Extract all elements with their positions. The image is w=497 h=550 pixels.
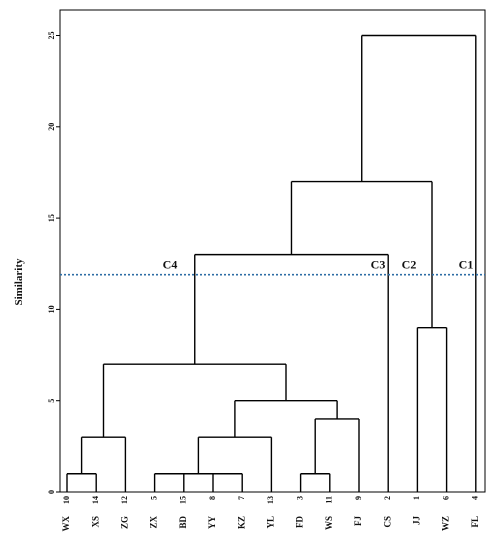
leaf-number: 9 — [354, 496, 363, 500]
leaf-name: JJ — [411, 516, 421, 526]
leaf-name: BD — [178, 516, 188, 529]
leaf-number: 12 — [120, 496, 129, 504]
leaf-number: 4 — [471, 496, 480, 500]
leaf-number: 7 — [237, 496, 246, 500]
leaf-name: KZ — [236, 516, 246, 529]
dendrogram-links — [66, 34, 477, 492]
leaf-number: 10 — [62, 496, 71, 504]
leaf-name: ZG — [119, 516, 129, 529]
leaf-number: 11 — [325, 496, 334, 504]
leaf-name: FL — [470, 516, 480, 528]
y-tick-label: 0 — [47, 490, 56, 494]
y-axis-label: Similarity — [13, 258, 25, 306]
y-tick-label: 20 — [47, 123, 56, 131]
leaf-number: 14 — [91, 496, 100, 504]
cluster-label: C2 — [402, 258, 417, 272]
leaf-number: 5 — [149, 496, 158, 500]
leaf-name: ZX — [149, 516, 159, 529]
leaf-number: 1 — [412, 496, 421, 500]
leaf-name: YL — [265, 516, 275, 529]
leaf-name: WS — [324, 516, 334, 530]
leaf-name: WZ — [441, 516, 451, 531]
y-tick-label: 25 — [47, 32, 56, 40]
cluster-label: C1 — [459, 258, 474, 272]
y-tick-label: 15 — [47, 214, 56, 222]
y-tick-label: 10 — [47, 305, 56, 313]
leaf-number: 15 — [179, 496, 188, 504]
cluster-label: C4 — [163, 258, 178, 272]
leaf-number: 6 — [441, 496, 450, 500]
leaf-name: CS — [382, 516, 392, 528]
leaf-name: XS — [90, 516, 100, 528]
y-tick-label: 5 — [47, 399, 56, 403]
leaf-number: 2 — [383, 496, 392, 500]
cluster-labels: C4 C3 C2 C1 — [163, 258, 474, 272]
leaf-number: 8 — [208, 496, 217, 500]
y-axis-ticks: 0 5 10 15 20 25 — [47, 32, 60, 494]
leaf-name: FD — [295, 516, 305, 528]
leaf-name: YY — [207, 516, 217, 529]
plot-frame — [59, 9, 486, 493]
leaf-name: FJ — [353, 516, 363, 526]
leaf-number: 3 — [295, 496, 304, 500]
leaf-number: 13 — [266, 496, 275, 504]
leaf-name: WX — [61, 516, 71, 532]
cluster-label: C3 — [371, 258, 386, 272]
leaf-labels: 10WX14XS12ZG5ZX15BD8YY7KZ13YL3FD11WS9FJ2… — [61, 496, 480, 532]
